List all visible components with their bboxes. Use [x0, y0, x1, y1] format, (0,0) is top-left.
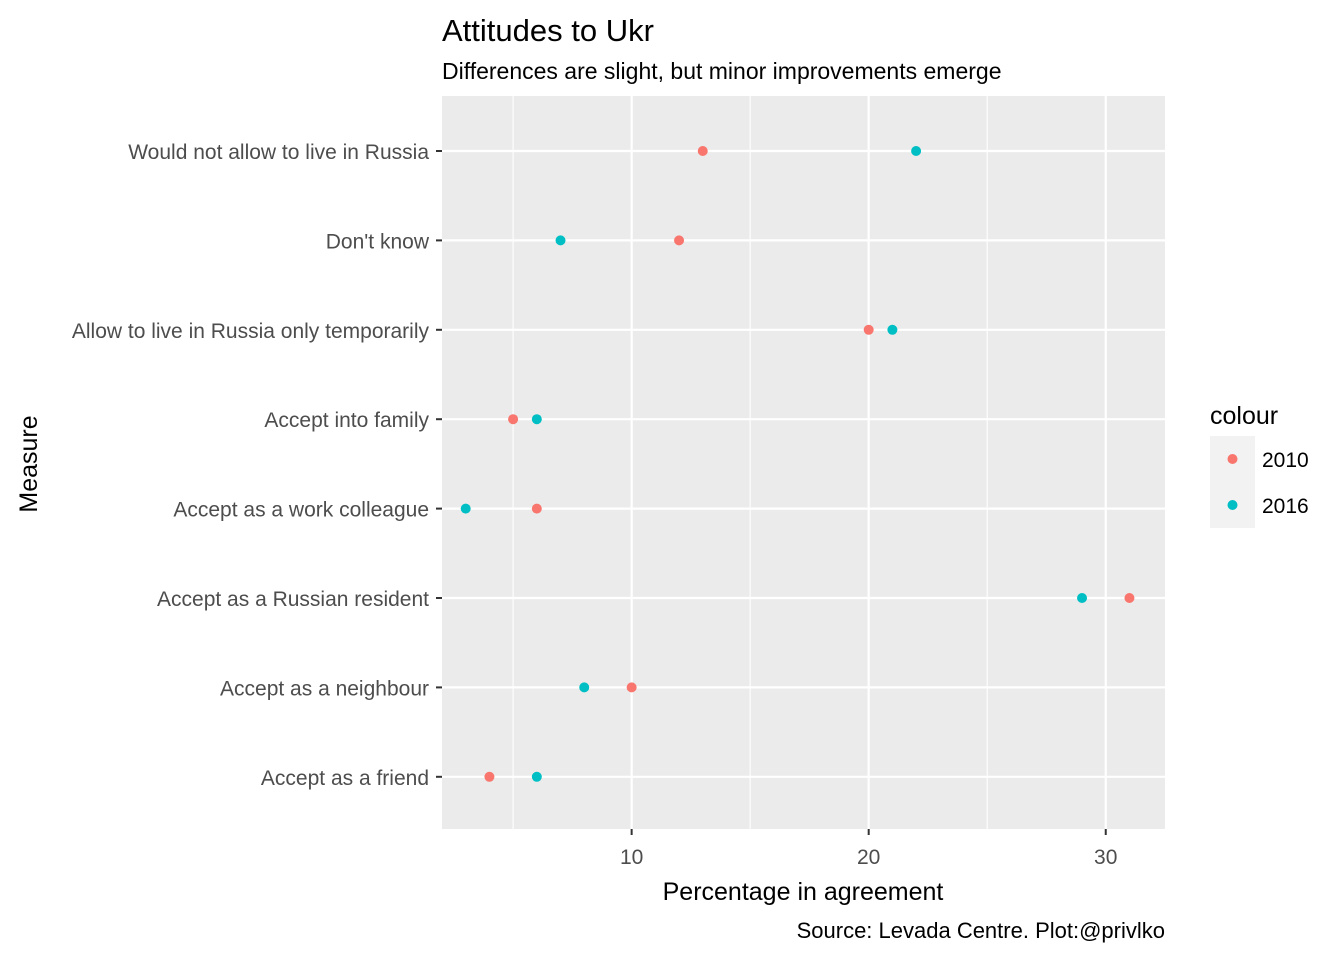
y-tick-label: Would not allow to live in Russia [128, 141, 429, 164]
plot-panel [442, 96, 1165, 829]
data-points [460, 146, 1135, 782]
data-point-2010 [626, 682, 637, 693]
data-point-2016 [579, 682, 590, 693]
data-point-2010 [674, 235, 685, 246]
data-point-2010 [863, 324, 874, 335]
grid-minor [512, 96, 988, 829]
chart-title: Attitudes to Ukr [442, 13, 654, 48]
chart-subtitle: Differences are slight, but minor improv… [442, 58, 1001, 84]
x-tick-label: 30 [1094, 846, 1117, 869]
data-point-2016 [460, 503, 471, 514]
y-tick-label: Accept as a work colleague [173, 499, 429, 522]
legend-key-point [1227, 500, 1238, 510]
data-point-2016 [531, 771, 542, 782]
y-tick-label: Accept as a friend [261, 767, 429, 790]
x-tick-label: 20 [857, 846, 880, 869]
data-point-2010 [1124, 593, 1135, 603]
data-point-2016 [911, 146, 922, 156]
legend-title: colour [1210, 402, 1278, 430]
data-point-2016 [555, 235, 566, 246]
data-point-2010 [484, 771, 495, 782]
y-axis: Would not allow to live in Russia Don't k… [72, 141, 442, 790]
y-tick-label: Allow to live in Russia only temporarily [72, 320, 430, 343]
data-point-2010 [697, 146, 708, 156]
data-point-2010 [531, 503, 542, 514]
data-point-2016 [531, 414, 542, 425]
y-tick-label: Accept as a Russian resident [157, 588, 429, 611]
y-tick-label: Accept as a neighbour [220, 677, 429, 700]
data-point-2016 [1077, 593, 1088, 603]
data-point-2016 [887, 324, 898, 335]
legend-label: 2016 [1262, 495, 1309, 518]
x-tick-label: 10 [620, 846, 643, 869]
x-axis: 10 20 30 [620, 829, 1117, 869]
grid-major [442, 96, 1165, 829]
legend: colour 2010 2016 [1210, 402, 1309, 528]
y-tick-label: Don't know [326, 230, 430, 253]
x-axis-title: Percentage in agreement [663, 878, 944, 906]
chart-caption: Source: Levada Centre. Plot:@privlko [797, 918, 1165, 943]
legend-key-point [1227, 454, 1238, 464]
y-axis-title: Measure [15, 415, 43, 512]
data-point-2010 [508, 414, 519, 425]
legend-label: 2010 [1262, 449, 1309, 472]
y-tick-label: Accept into family [264, 409, 429, 432]
